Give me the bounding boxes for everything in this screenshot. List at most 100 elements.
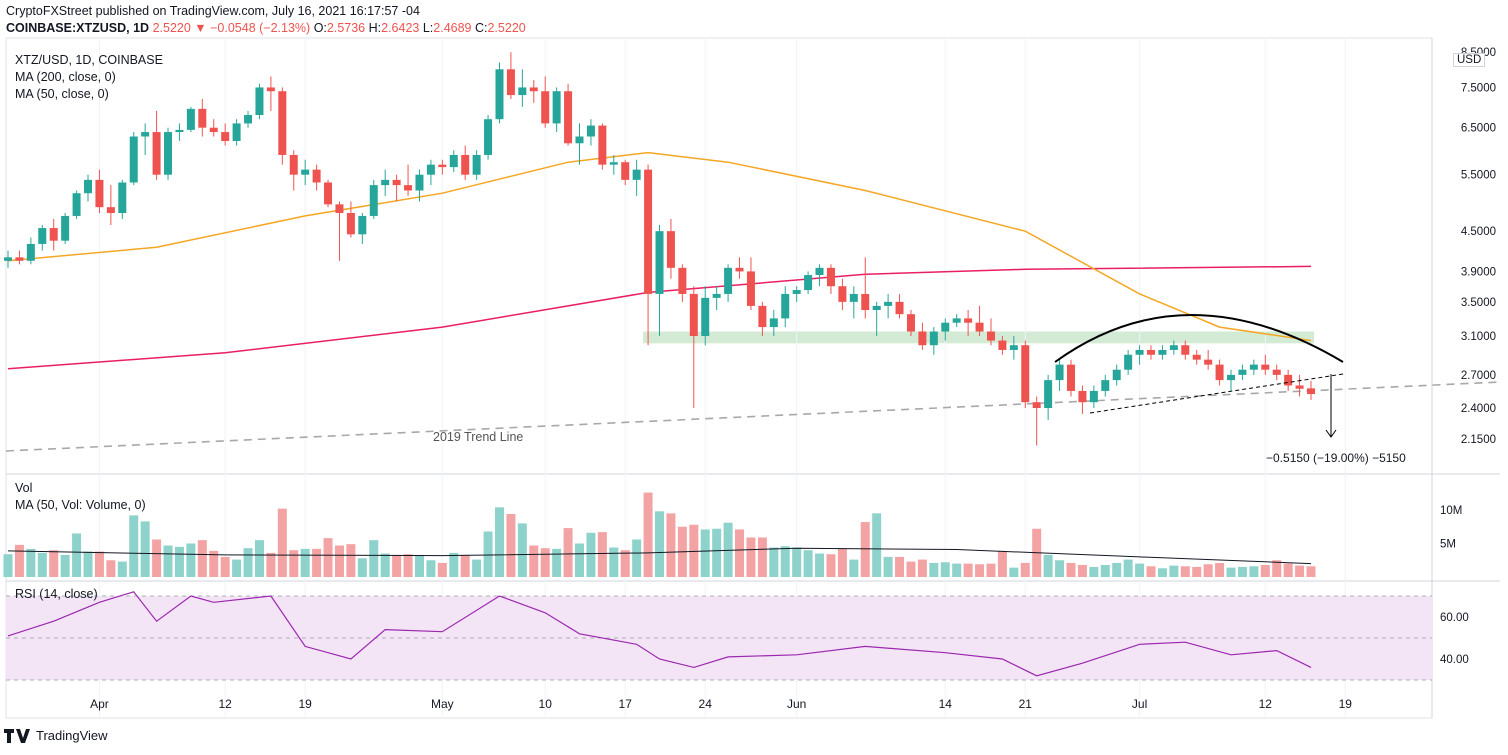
volume-bar bbox=[106, 560, 116, 577]
legend-title: XTZ/USD, 1D, COINBASE bbox=[15, 53, 163, 67]
volume-bar bbox=[906, 561, 916, 577]
volume-bar bbox=[872, 513, 882, 577]
volume-bar bbox=[1020, 562, 1030, 577]
volume-bar bbox=[609, 547, 619, 577]
support-zone bbox=[643, 331, 1315, 344]
volume-bar bbox=[163, 545, 173, 577]
candle-body bbox=[1009, 345, 1018, 350]
volume-bar bbox=[1203, 564, 1213, 577]
candle-body bbox=[15, 257, 24, 261]
volume-bar bbox=[1146, 566, 1156, 577]
volume-bar bbox=[952, 563, 962, 577]
volume-bar bbox=[60, 554, 70, 577]
volume-bar bbox=[586, 532, 596, 577]
candle-body bbox=[472, 154, 481, 175]
candle-body bbox=[1124, 354, 1133, 370]
candle-body bbox=[164, 132, 173, 175]
volume-bar bbox=[689, 524, 699, 577]
volume-bar bbox=[392, 554, 402, 577]
volume-bar bbox=[369, 540, 379, 577]
candle-body bbox=[1021, 345, 1030, 403]
candle-body bbox=[895, 301, 904, 315]
candle-body bbox=[301, 169, 310, 175]
volume-bar bbox=[860, 522, 870, 577]
volume-bar bbox=[1135, 563, 1145, 577]
ma50-line bbox=[7, 151, 1312, 342]
price-chart[interactable]: 8.50007.50006.50005.50004.50003.90003.50… bbox=[0, 0, 1508, 720]
candle-body bbox=[255, 87, 264, 116]
candle-body bbox=[426, 164, 435, 175]
candle-body bbox=[358, 215, 367, 235]
date-tick-label: 21 bbox=[1019, 697, 1033, 711]
volume-bar bbox=[1077, 564, 1087, 577]
date-tick-label: 19 bbox=[299, 697, 313, 711]
candle-body bbox=[404, 185, 413, 191]
candle-body bbox=[1249, 364, 1258, 370]
volume-bar bbox=[403, 554, 413, 577]
volume-bar bbox=[3, 554, 13, 577]
volume-bar bbox=[746, 537, 756, 577]
volume-bar bbox=[1100, 564, 1110, 577]
last-price: 2.5220 bbox=[152, 21, 191, 35]
candle-body bbox=[1192, 354, 1201, 360]
volume-bar bbox=[277, 508, 287, 577]
high-value: 2.6423 bbox=[381, 21, 420, 35]
volume-bar bbox=[472, 559, 482, 577]
volume-bar bbox=[895, 556, 905, 577]
candle-body bbox=[964, 318, 973, 323]
volume-bar bbox=[1169, 565, 1179, 577]
currency-label: USD bbox=[1453, 53, 1486, 67]
publisher-line: CryptoFXStreet published on TradingView.… bbox=[6, 4, 420, 18]
candle-body bbox=[552, 91, 561, 124]
candle-body bbox=[1055, 364, 1064, 381]
candle-body bbox=[381, 179, 390, 186]
volume-bar bbox=[837, 548, 847, 577]
date-tick-label: 14 bbox=[939, 697, 953, 711]
rsi-line bbox=[7, 591, 1312, 677]
volume-bar bbox=[323, 538, 333, 577]
legend-ma200: MA (200, close, 0) bbox=[15, 70, 116, 84]
candle-body bbox=[198, 108, 207, 128]
candle-body bbox=[906, 314, 915, 332]
candle-body bbox=[666, 231, 675, 268]
candle-body bbox=[575, 136, 584, 144]
volume-bar bbox=[666, 513, 676, 577]
candle-body bbox=[941, 322, 950, 332]
date-tick-label: 12 bbox=[218, 697, 232, 711]
candle-body bbox=[1101, 380, 1110, 391]
price-change: ▼ −0.0548 (−2.13%) bbox=[194, 21, 311, 35]
candle-body bbox=[415, 174, 424, 191]
volume-bar bbox=[152, 539, 162, 577]
volume-bar bbox=[209, 550, 219, 577]
date-tick-label: Apr bbox=[90, 697, 109, 711]
volume-bar bbox=[540, 548, 550, 577]
candle-body bbox=[746, 271, 755, 306]
candle-body bbox=[186, 108, 195, 130]
volume-bar bbox=[815, 553, 825, 577]
candle-body bbox=[975, 322, 984, 332]
candle-body bbox=[1307, 388, 1316, 395]
candle-body bbox=[141, 132, 150, 137]
candle-body bbox=[1284, 374, 1293, 386]
candle-body bbox=[106, 207, 115, 214]
candle-body bbox=[769, 318, 778, 328]
volume-bar bbox=[1283, 563, 1293, 577]
candle-body bbox=[461, 154, 470, 175]
legend-vol: Vol bbox=[15, 481, 33, 495]
candle-body bbox=[1044, 380, 1053, 408]
candle-body bbox=[312, 169, 321, 183]
volume-bar bbox=[266, 552, 276, 577]
volume-bar bbox=[1009, 567, 1019, 577]
volume-bar bbox=[1226, 567, 1236, 577]
candle-body bbox=[38, 228, 47, 244]
volume-bar bbox=[380, 553, 390, 577]
volume-bar bbox=[940, 562, 950, 577]
trend-line-label: 2019 Trend Line bbox=[433, 430, 524, 444]
volume-bar bbox=[232, 559, 242, 577]
volume-bar bbox=[735, 529, 745, 577]
candle-body bbox=[209, 127, 218, 133]
candle-body bbox=[72, 193, 81, 216]
candle-body bbox=[1032, 402, 1041, 408]
candle-body bbox=[838, 286, 847, 302]
volume-ma-line bbox=[7, 547, 1312, 565]
